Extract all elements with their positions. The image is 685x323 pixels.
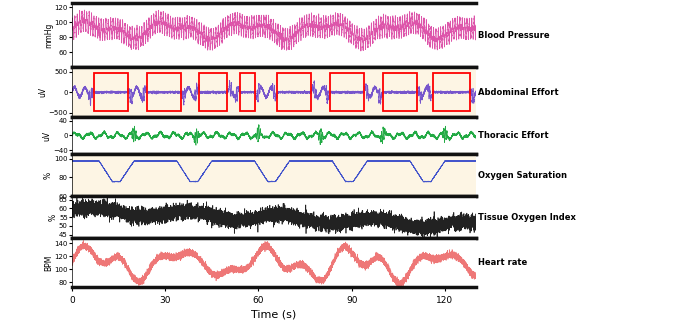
Y-axis label: uV: uV: [38, 87, 47, 97]
Bar: [330, 73, 364, 111]
Text: Abdominal Effort: Abdominal Effort: [478, 88, 559, 97]
Text: Time (s): Time (s): [251, 310, 297, 320]
Text: Thoracic Effort: Thoracic Effort: [478, 131, 549, 140]
Y-axis label: mmHg: mmHg: [44, 23, 53, 48]
Y-axis label: %: %: [49, 214, 58, 221]
Y-axis label: uV: uV: [42, 130, 51, 141]
Y-axis label: BPM: BPM: [44, 255, 53, 271]
Bar: [147, 73, 181, 111]
Bar: [432, 73, 470, 111]
Text: Heart rate: Heart rate: [478, 258, 527, 267]
Bar: [277, 73, 311, 111]
Bar: [383, 73, 417, 111]
Y-axis label: %: %: [44, 172, 53, 179]
Bar: [94, 73, 128, 111]
Text: Blood Pressure: Blood Pressure: [478, 31, 550, 40]
Text: Oxygen Saturation: Oxygen Saturation: [478, 171, 567, 180]
Bar: [199, 73, 227, 111]
Text: Tissue Oxygen Index: Tissue Oxygen Index: [478, 213, 576, 222]
Bar: [240, 73, 256, 111]
